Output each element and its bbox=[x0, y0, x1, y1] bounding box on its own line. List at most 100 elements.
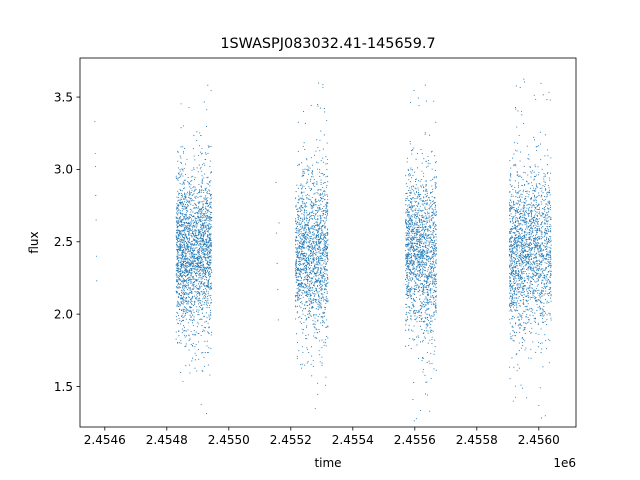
data-point bbox=[186, 222, 188, 224]
data-point bbox=[321, 215, 323, 217]
data-point bbox=[309, 254, 311, 256]
data-point bbox=[310, 237, 312, 240]
data-point bbox=[322, 312, 324, 314]
data-point bbox=[202, 220, 204, 222]
data-point bbox=[189, 225, 191, 227]
data-point bbox=[435, 310, 437, 312]
data-point bbox=[312, 267, 314, 269]
data-point bbox=[176, 223, 178, 225]
data-point bbox=[190, 197, 192, 199]
data-point bbox=[313, 326, 315, 328]
data-point bbox=[407, 256, 409, 259]
data-point bbox=[426, 211, 428, 213]
data-point bbox=[183, 297, 185, 299]
data-point bbox=[182, 219, 184, 221]
data-point bbox=[207, 322, 209, 324]
data-point bbox=[317, 188, 319, 190]
data-point bbox=[410, 296, 412, 298]
data-point bbox=[195, 232, 197, 234]
data-point bbox=[411, 268, 414, 270]
data-point bbox=[427, 332, 429, 334]
data-point bbox=[303, 172, 306, 174]
data-point bbox=[186, 282, 188, 284]
data-point bbox=[296, 223, 298, 225]
data-point bbox=[314, 192, 316, 194]
data-point bbox=[209, 185, 211, 187]
data-point bbox=[432, 291, 434, 293]
data-point bbox=[206, 413, 208, 415]
data-point bbox=[307, 232, 309, 234]
data-point bbox=[211, 287, 213, 289]
data-point bbox=[408, 222, 410, 224]
data-point bbox=[320, 234, 322, 237]
data-point bbox=[318, 279, 320, 281]
data-point bbox=[202, 214, 204, 217]
data-point bbox=[308, 268, 310, 270]
data-point bbox=[422, 175, 425, 177]
data-point bbox=[181, 230, 183, 232]
data-point bbox=[406, 266, 408, 268]
data-point bbox=[413, 225, 415, 227]
data-point bbox=[316, 221, 318, 223]
data-point bbox=[413, 205, 415, 207]
data-point bbox=[303, 308, 305, 310]
data-point bbox=[412, 228, 414, 230]
data-point bbox=[426, 275, 428, 278]
data-point bbox=[192, 259, 194, 261]
data-point bbox=[309, 244, 311, 246]
data-point bbox=[327, 244, 329, 246]
data-point bbox=[302, 328, 305, 331]
data-point bbox=[176, 304, 178, 306]
data-point bbox=[194, 261, 196, 263]
data-point bbox=[308, 263, 310, 265]
data-point bbox=[191, 297, 193, 299]
data-point bbox=[306, 287, 308, 289]
data-point bbox=[316, 299, 318, 301]
data-point bbox=[195, 230, 197, 232]
data-point bbox=[206, 224, 209, 226]
data-point bbox=[312, 215, 314, 217]
data-point bbox=[324, 248, 326, 250]
data-point bbox=[430, 275, 433, 277]
data-point bbox=[410, 298, 413, 300]
data-point bbox=[180, 236, 182, 238]
data-point bbox=[202, 298, 204, 300]
data-point bbox=[422, 229, 424, 231]
data-point bbox=[305, 334, 307, 337]
data-point bbox=[191, 235, 193, 237]
data-point bbox=[425, 317, 427, 319]
data-point bbox=[304, 304, 306, 306]
data-point bbox=[415, 201, 417, 203]
data-point bbox=[304, 255, 306, 257]
data-point bbox=[205, 228, 207, 230]
data-point bbox=[411, 256, 413, 258]
data-point bbox=[204, 234, 206, 236]
data-point bbox=[303, 242, 305, 244]
data-point bbox=[406, 198, 408, 200]
data-point bbox=[415, 276, 417, 278]
data-point bbox=[191, 221, 193, 223]
data-point bbox=[321, 289, 323, 291]
data-point bbox=[313, 270, 315, 272]
data-point bbox=[302, 293, 304, 295]
data-point bbox=[314, 244, 316, 246]
data-point bbox=[307, 224, 309, 227]
data-point bbox=[426, 299, 428, 301]
data-point bbox=[180, 219, 182, 221]
data-point bbox=[411, 307, 413, 309]
data-point bbox=[187, 265, 189, 267]
data-point bbox=[418, 224, 420, 227]
data-point bbox=[176, 279, 178, 281]
data-point bbox=[198, 272, 201, 275]
data-point bbox=[177, 160, 179, 162]
data-point bbox=[207, 252, 209, 254]
data-point bbox=[405, 324, 407, 326]
data-point bbox=[193, 286, 195, 288]
data-point bbox=[300, 192, 302, 194]
data-point bbox=[409, 173, 411, 175]
data-point bbox=[300, 241, 302, 243]
data-point bbox=[183, 231, 185, 233]
data-point bbox=[210, 269, 212, 271]
data-point bbox=[319, 255, 321, 257]
data-point bbox=[198, 207, 200, 209]
